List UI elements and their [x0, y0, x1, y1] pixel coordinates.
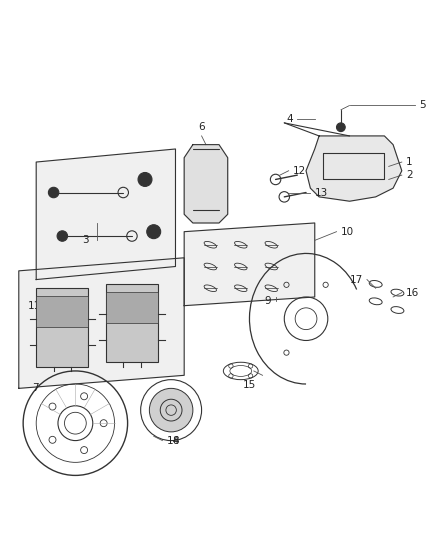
Text: 6: 6	[198, 122, 205, 132]
Polygon shape	[184, 144, 228, 223]
Text: 8: 8	[172, 435, 179, 446]
Text: 7: 7	[32, 383, 39, 393]
Text: 13: 13	[315, 188, 328, 198]
Bar	[36, 288, 88, 367]
Text: 1: 1	[406, 157, 413, 167]
Circle shape	[202, 150, 209, 157]
Text: 5: 5	[419, 100, 426, 110]
Text: 16: 16	[406, 288, 420, 297]
Text: 11: 11	[28, 301, 41, 311]
Text: 12: 12	[293, 166, 306, 176]
Polygon shape	[306, 136, 402, 201]
Text: 10: 10	[341, 227, 354, 237]
Circle shape	[149, 389, 193, 432]
Circle shape	[202, 211, 209, 218]
Circle shape	[138, 173, 152, 187]
Text: 14: 14	[167, 435, 180, 446]
Bar	[106, 284, 158, 362]
Text: 9: 9	[265, 296, 271, 306]
Bar	[106, 292, 158, 323]
Text: 17: 17	[350, 274, 363, 285]
Polygon shape	[36, 149, 176, 279]
Text: 4: 4	[286, 114, 293, 124]
Text: 15: 15	[243, 379, 256, 390]
Polygon shape	[19, 258, 184, 389]
Text: 2: 2	[406, 170, 413, 180]
Circle shape	[48, 187, 59, 198]
Circle shape	[147, 225, 161, 239]
Bar	[36, 296, 88, 327]
Circle shape	[336, 123, 345, 132]
Text: 3: 3	[82, 236, 88, 245]
Polygon shape	[184, 223, 315, 305]
Circle shape	[57, 231, 67, 241]
